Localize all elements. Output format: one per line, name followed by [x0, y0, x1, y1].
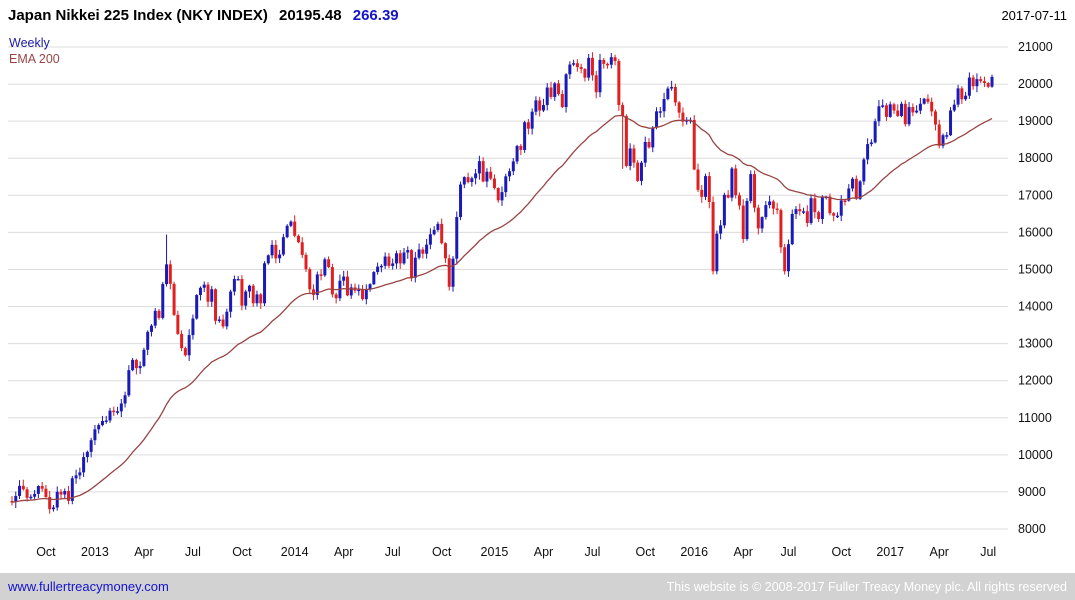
svg-text:8000: 8000: [1018, 522, 1046, 536]
svg-text:11000: 11000: [1018, 411, 1052, 425]
candlestick-chart: 8000 9000 10000 11000 12000 13000 14000 15000 16…: [8, 40, 1053, 559]
svg-text:Oct: Oct: [636, 545, 656, 559]
svg-text:Jul: Jul: [980, 545, 996, 559]
svg-text:21000: 21000: [1018, 40, 1053, 54]
chart-date: 2017-07-11: [1001, 7, 1067, 23]
svg-text:13000: 13000: [1018, 337, 1053, 351]
svg-text:Apr: Apr: [534, 545, 553, 559]
copyright-text: This website is © 2008-2017 Fuller Treac…: [666, 579, 1067, 594]
website-link[interactable]: www.fullertreacymoney.com: [8, 579, 169, 594]
price-change: 266.39: [352, 6, 399, 24]
chart-plot-area: 8000 9000 10000 11000 12000 13000 14000 15000 16…: [0, 30, 1075, 573]
svg-text:9000: 9000: [1018, 485, 1046, 499]
svg-text:12000: 12000: [1018, 374, 1053, 388]
svg-text:Oct: Oct: [432, 545, 452, 559]
svg-text:Jul: Jul: [385, 545, 401, 559]
svg-text:Jul: Jul: [780, 545, 796, 559]
svg-text:15000: 15000: [1018, 262, 1053, 276]
svg-text:10000: 10000: [1018, 448, 1053, 462]
svg-text:2013: 2013: [81, 545, 109, 559]
svg-text:20000: 20000: [1018, 77, 1053, 91]
svg-text:Jul: Jul: [185, 545, 201, 559]
svg-text:Apr: Apr: [134, 545, 153, 559]
svg-text:2015: 2015: [481, 545, 509, 559]
svg-text:Apr: Apr: [334, 545, 353, 559]
svg-text:Oct: Oct: [36, 545, 56, 559]
svg-text:19000: 19000: [1018, 114, 1053, 128]
last-price: 20195.48: [279, 6, 342, 24]
legend-ema-label: EMA 200: [9, 52, 60, 66]
svg-text:Apr: Apr: [734, 545, 753, 559]
svg-text:2016: 2016: [680, 545, 708, 559]
svg-text:18000: 18000: [1018, 151, 1053, 165]
svg-text:Jul: Jul: [584, 545, 600, 559]
svg-text:2017: 2017: [876, 545, 904, 559]
svg-text:14000: 14000: [1018, 300, 1053, 314]
svg-text:Oct: Oct: [232, 545, 252, 559]
chart-legend: Weekly EMA 200: [9, 35, 60, 67]
chart-title: Japan Nikkei 225 Index (NKY INDEX) 20195…: [8, 7, 399, 24]
footer-bar: www.fullertreacymoney.com This website i…: [0, 573, 1075, 600]
instrument-name: Japan Nikkei 225 Index (NKY INDEX): [8, 6, 268, 24]
svg-text:Oct: Oct: [832, 545, 852, 559]
svg-text:16000: 16000: [1018, 225, 1053, 239]
svg-text:Apr: Apr: [930, 545, 949, 559]
svg-text:17000: 17000: [1018, 188, 1053, 202]
svg-text:2014: 2014: [281, 545, 309, 559]
chart-header: Japan Nikkei 225 Index (NKY INDEX) 20195…: [0, 0, 1075, 30]
legend-weekly-label: Weekly: [9, 36, 50, 50]
